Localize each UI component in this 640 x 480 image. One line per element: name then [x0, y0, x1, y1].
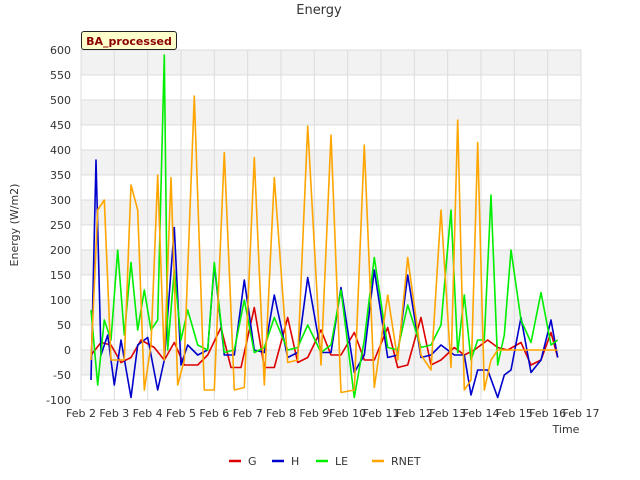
series-lines — [90, 54, 559, 399]
series-line-rnet — [90, 95, 558, 394]
x-tick-label: Feb 6 — [199, 407, 229, 420]
y-tick-label: 450 — [50, 119, 71, 132]
y-tick-label: 600 — [50, 44, 71, 57]
x-axis-label: Time — [552, 423, 580, 436]
y-tick-label: 100 — [50, 294, 71, 307]
grid-band — [81, 250, 581, 275]
x-tick-label: Feb 11 — [363, 407, 400, 420]
y-axis-label: Energy (W/m2) — [8, 184, 21, 267]
y-tick-label: 200 — [50, 244, 71, 257]
x-tick-label: Feb 12 — [396, 407, 433, 420]
y-tick-label: -100 — [46, 394, 71, 407]
x-tick-label: Feb 15 — [496, 407, 533, 420]
x-tick-label: Feb 4 — [133, 407, 163, 420]
legend-label: LE — [335, 455, 348, 468]
grid-band — [81, 300, 581, 325]
y-tick-label: 0 — [64, 344, 71, 357]
x-tick-label: Feb 17 — [563, 407, 600, 420]
grid-band — [81, 100, 581, 125]
y-tick-label: 50 — [57, 319, 71, 332]
x-axis-ticks: Feb 2 Feb 3 Feb 4 Feb 5 Feb 6 Feb 7 Feb 8 Feb 9… — [66, 407, 599, 420]
y-tick-label: 150 — [50, 269, 71, 282]
y-tick-label: 250 — [50, 219, 71, 232]
legend-label: RNET — [391, 455, 421, 468]
y-tick-label: -50 — [53, 369, 71, 382]
x-tick-label: Feb 16 — [529, 407, 566, 420]
y-tick-label: 300 — [50, 194, 71, 207]
gridlines — [80, 49, 582, 401]
grid-band — [81, 200, 581, 225]
legend: G H LE RNET — [229, 455, 421, 468]
grid-band — [81, 50, 581, 75]
x-tick-label: Feb 14 — [463, 407, 500, 420]
series-line-g — [90, 306, 559, 369]
x-tick-label: Feb 13 — [429, 407, 466, 420]
x-tick-label: Feb 7 — [233, 407, 263, 420]
y-tick-label: 350 — [50, 169, 71, 182]
x-tick-label: Feb 10 — [329, 407, 366, 420]
legend-label: H — [291, 455, 299, 468]
y-tick-label: 550 — [50, 69, 71, 82]
y-tick-label: 400 — [50, 144, 71, 157]
y-tick-label: 500 — [50, 94, 71, 107]
processing-badge: BA_processed — [81, 31, 177, 50]
x-tick-label: Feb 2 — [66, 407, 96, 420]
x-tick-label: Feb 3 — [99, 407, 129, 420]
x-tick-label: Feb 9 — [299, 407, 329, 420]
chart-title: Energy — [296, 3, 342, 18]
legend-label: G — [248, 455, 257, 468]
x-tick-label: Feb 5 — [166, 407, 196, 420]
x-tick-label: Feb 8 — [266, 407, 296, 420]
y-axis-ticks: -100 -50 0 50 100 150 200 250 300 350 400 450 500 550… — [46, 44, 71, 407]
